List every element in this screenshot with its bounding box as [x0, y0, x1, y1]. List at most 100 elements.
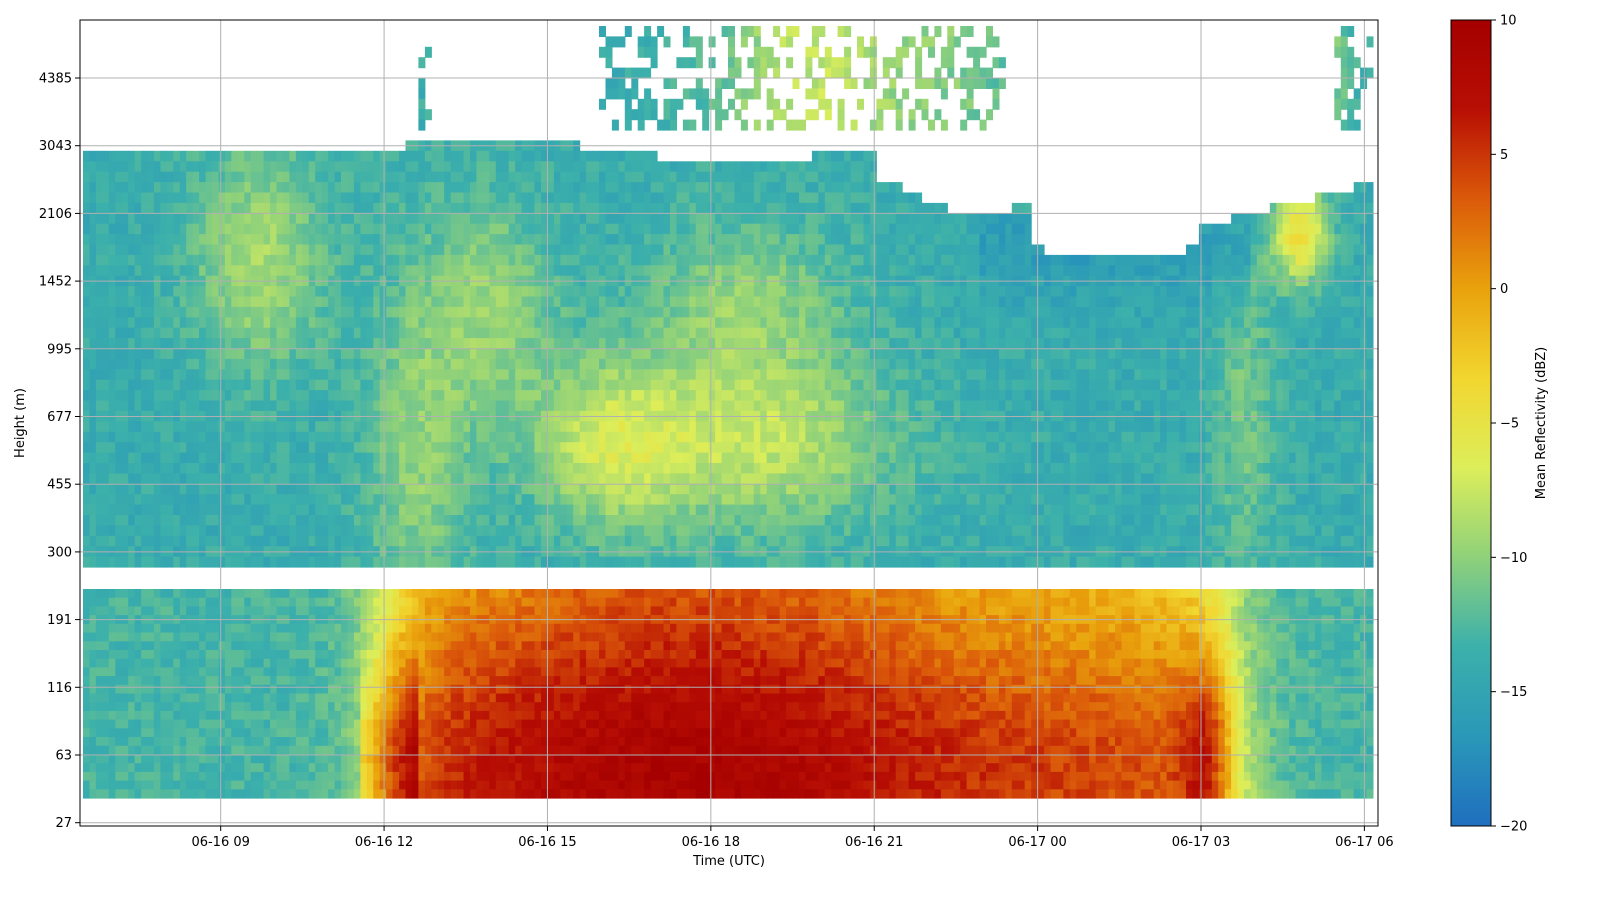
heatmap-cell	[295, 421, 303, 433]
heatmap-cell	[470, 265, 477, 277]
heatmap-cell	[205, 244, 213, 256]
heatmap-cell	[431, 182, 439, 194]
heatmap-cell	[470, 171, 477, 183]
heatmap-cell	[283, 676, 290, 686]
heatmap-cell	[134, 192, 142, 204]
heatmap-cell	[399, 192, 407, 204]
heatmap-cell	[147, 400, 155, 412]
heatmap-cell	[341, 702, 348, 712]
heatmap-cell	[244, 719, 252, 729]
heatmap-cell	[199, 400, 207, 412]
heatmap-cell	[418, 463, 426, 474]
heatmap-cell	[147, 676, 155, 686]
heatmap-cell	[179, 254, 187, 266]
heatmap-cell	[553, 780, 561, 790]
heatmap-cell	[212, 192, 219, 204]
heatmap-cell	[334, 623, 342, 634]
heatmap-cell	[257, 431, 265, 443]
heatmap-cell	[431, 754, 439, 764]
heatmap-cell	[424, 789, 432, 799]
heatmap-cell	[134, 296, 142, 308]
heatmap-cell	[392, 286, 400, 298]
heatmap-cell	[115, 452, 123, 464]
heatmap-cell	[515, 338, 523, 350]
heatmap-cell	[160, 161, 168, 173]
heatmap-cell	[263, 473, 271, 485]
heatmap-cell	[444, 641, 452, 651]
heatmap-cell	[328, 789, 336, 799]
heatmap-cell	[560, 515, 568, 526]
heatmap-cell	[334, 390, 342, 402]
heatmap-cell	[528, 317, 535, 329]
heatmap-cell	[270, 483, 278, 495]
heatmap-cell	[411, 202, 419, 214]
heatmap-cell	[360, 358, 368, 370]
heatmap-cell	[302, 192, 310, 204]
heatmap-cell	[224, 515, 232, 526]
heatmap-cell	[366, 244, 374, 256]
heatmap-cell	[153, 202, 161, 214]
heatmap-cell	[341, 789, 348, 799]
heatmap-cell	[321, 296, 329, 308]
heatmap-cell	[328, 780, 336, 790]
heatmap-cell	[244, 650, 252, 660]
heatmap-cell	[218, 390, 226, 402]
heatmap-cell	[295, 338, 303, 350]
heatmap-cell	[108, 473, 116, 485]
heatmap-cell	[283, 719, 290, 729]
heatmap-cell	[295, 327, 303, 339]
heatmap-cell	[141, 171, 149, 183]
heatmap-cell	[528, 306, 535, 318]
heatmap-cell	[160, 641, 168, 651]
heatmap-cell	[147, 421, 155, 433]
heatmap-cell	[141, 161, 149, 173]
heatmap-cell	[166, 348, 174, 360]
heatmap-cell	[573, 223, 581, 235]
heatmap-cell	[353, 676, 361, 686]
heatmap-cell	[560, 150, 568, 162]
heatmap-cell	[276, 254, 284, 266]
heatmap-cell	[134, 771, 142, 782]
heatmap-cell	[373, 213, 381, 225]
heatmap-cell	[341, 780, 348, 790]
heatmap-cell	[379, 431, 387, 443]
heatmap-cell	[276, 317, 284, 329]
heatmap-cell	[347, 390, 355, 402]
heatmap-cell	[566, 338, 574, 350]
heatmap-cell	[418, 192, 426, 204]
heatmap-cell	[192, 702, 200, 712]
heatmap-cell	[147, 780, 155, 790]
heatmap-cell	[579, 379, 587, 391]
heatmap-cell	[444, 535, 452, 547]
heatmap-cell	[147, 202, 155, 214]
heatmap-cell	[437, 504, 445, 516]
heatmap-cell	[315, 182, 323, 194]
heatmap-cell	[450, 202, 458, 214]
heatmap-cell	[302, 702, 310, 712]
heatmap-cell	[186, 338, 194, 350]
heatmap-cell	[418, 161, 426, 173]
heatmap-cell	[418, 57, 426, 69]
heatmap-cell	[411, 161, 419, 173]
heatmap-cell	[521, 161, 529, 173]
heatmap-cell	[476, 676, 484, 686]
heatmap-cell	[489, 771, 497, 782]
heatmap-cell	[476, 702, 484, 712]
heatmap-cell	[237, 161, 245, 173]
heatmap-cell	[444, 606, 452, 616]
heatmap-cell	[224, 693, 232, 703]
heatmap-cell	[463, 338, 471, 350]
heatmap-cell	[115, 431, 123, 443]
heatmap-cell	[366, 306, 374, 318]
heatmap-cell	[95, 150, 103, 162]
heatmap-cell	[373, 358, 381, 370]
heatmap-cell	[547, 348, 555, 360]
heatmap-cell	[308, 358, 316, 370]
heatmap-cell	[379, 244, 387, 256]
heatmap-cell	[411, 150, 419, 162]
heatmap-cell	[541, 606, 548, 616]
heatmap-cell	[160, 306, 168, 318]
heatmap-cell	[263, 431, 271, 443]
heatmap-cell	[231, 379, 239, 391]
heatmap-cell	[237, 763, 245, 773]
